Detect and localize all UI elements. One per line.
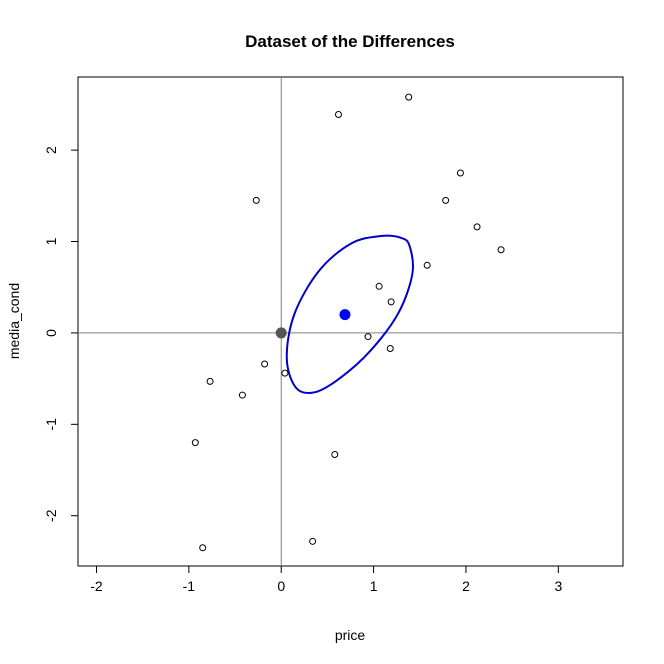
data-points [191, 93, 505, 552]
data-point [442, 196, 450, 204]
data-point [456, 169, 464, 177]
data-point [423, 261, 431, 269]
data-point [206, 377, 214, 385]
data-point [238, 391, 246, 399]
data-point [252, 196, 260, 204]
y-tick-label: -1 [43, 418, 59, 431]
x-tick-label: 0 [277, 578, 285, 594]
x-axis-label: price [335, 627, 366, 643]
data-point [309, 537, 317, 545]
data-point [281, 369, 289, 377]
x-tick-label: -1 [183, 578, 196, 594]
x-axis-ticks: -2 -1 0 1 2 3 [90, 566, 562, 594]
y-tick-label: 2 [43, 146, 59, 154]
plot-frame [77, 76, 624, 567]
x-tick-label: 1 [370, 578, 378, 594]
x-tick-label: 3 [554, 578, 562, 594]
y-axis-label: media_cond [6, 283, 22, 359]
highlight-points [275, 309, 351, 339]
y-tick-label: -2 [43, 509, 59, 522]
x-tick-label: 2 [462, 578, 470, 594]
mean-point [339, 309, 351, 321]
data-point [331, 450, 339, 458]
data-point [405, 93, 413, 101]
data-point [386, 344, 394, 352]
confidence-ellipse-layer [285, 234, 414, 395]
data-point [199, 544, 207, 552]
reference-lines [78, 77, 623, 566]
data-point [375, 282, 383, 290]
data-point [497, 246, 505, 254]
origin-point [275, 327, 287, 339]
x-tick-label: -2 [90, 578, 103, 594]
data-point [387, 298, 395, 306]
y-tick-label: 0 [43, 329, 59, 337]
y-tick-label: 1 [43, 237, 59, 245]
data-point [473, 223, 481, 231]
confidence-ellipse [285, 234, 414, 395]
data-point [191, 439, 199, 447]
data-point [334, 110, 342, 118]
data-point [261, 360, 269, 368]
data-point [364, 333, 372, 341]
y-axis-ticks: -2 -1 0 1 2 [43, 146, 78, 522]
chart-title: Dataset of the Differences [245, 32, 455, 51]
